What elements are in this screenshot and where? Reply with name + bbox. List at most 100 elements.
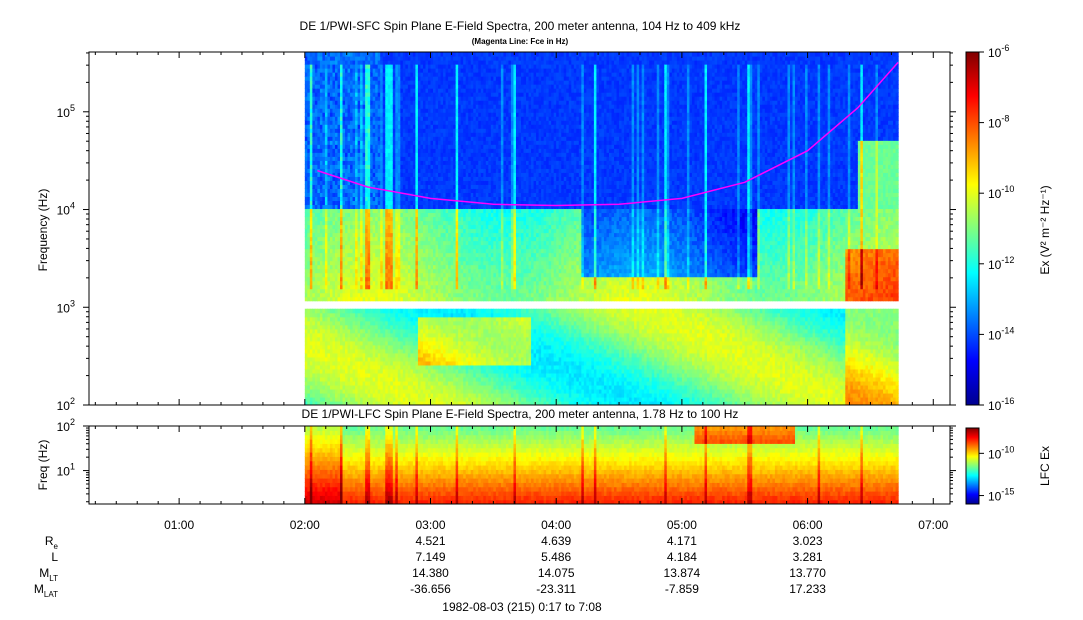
sfc-heatmap-cell	[329, 232, 334, 238]
sfc-heatmap-cell	[415, 272, 419, 278]
sfc-heatmap-cell	[435, 184, 439, 189]
sfc-heatmap-cell	[370, 320, 374, 326]
sfc-heatmap-cell	[342, 68, 346, 73]
sfc-heatmap-cell	[367, 128, 371, 133]
sfc-heatmap-cell	[377, 252, 381, 258]
sfc-heatmap-cell	[307, 60, 311, 65]
sfc-heatmap-cell	[337, 368, 341, 374]
sfc-heatmap-cell	[357, 112, 361, 117]
sfc-heatmap-cell	[392, 392, 396, 398]
sfc-heatmap-cell	[312, 104, 316, 109]
sfc-heatmap-cell	[425, 332, 429, 338]
sfc-heatmap-cell	[365, 352, 369, 358]
sfc-heatmap-cell	[438, 388, 442, 394]
sfc-heatmap-cell	[362, 256, 366, 262]
sfc-heatmap-cell	[357, 68, 361, 73]
sfc-heatmap-cell	[317, 152, 321, 157]
sfc-heatmap-cell	[372, 400, 376, 405]
sfc-heatmap-cell	[329, 308, 334, 314]
sfc-heatmap-cell	[345, 360, 349, 366]
sfc-heatmap-cell	[337, 280, 341, 286]
sfc-heatmap-cell	[410, 96, 414, 101]
sfc-heatmap-cell	[332, 108, 336, 113]
sfc-heatmap-cell	[405, 56, 409, 61]
sfc-heatmap-cell	[392, 284, 396, 290]
sfc-heatmap-cell	[355, 364, 359, 370]
sfc-heatmap-cell	[357, 64, 361, 69]
sfc-heatmap-cell	[412, 396, 417, 402]
sfc-heatmap-cell	[385, 352, 389, 358]
sfc-heatmap-cell	[365, 188, 369, 193]
sfc-heatmap-cell	[443, 244, 447, 250]
sfc-heatmap-cell	[438, 232, 442, 238]
sfc-heatmap-cell	[405, 68, 409, 73]
sfc-heatmap-cell	[417, 276, 422, 282]
sfc-heatmap-cell	[312, 128, 316, 133]
sfc-heatmap-cell	[347, 244, 351, 250]
sfc-heatmap-cell	[334, 108, 339, 113]
sfc-heatmap-cell	[337, 124, 341, 129]
sfc-heatmap-cell	[340, 348, 344, 354]
sfc-heatmap-cell	[390, 168, 394, 173]
sfc-heatmap-cell	[329, 268, 334, 274]
sfc-heatmap-cell	[355, 52, 359, 57]
sfc-heatmap-cell	[433, 52, 437, 57]
sfc-heatmap-cell	[385, 232, 389, 238]
sfc-heatmap-cell	[314, 340, 318, 346]
sfc-heatmap-cell	[405, 320, 409, 326]
sfc-heatmap-cell	[422, 268, 427, 274]
sfc-heatmap-cell	[400, 232, 404, 238]
sfc-heatmap-cell	[350, 172, 354, 177]
sfc-heatmap-cell	[327, 64, 331, 69]
sfc-heatmap-cell	[390, 84, 394, 89]
sfc-heatmap-cell	[400, 172, 404, 177]
sfc-heatmap-cell	[420, 292, 424, 298]
sfc-heatmap-cell	[357, 252, 361, 258]
sfc-heatmap-cell	[357, 152, 361, 157]
sfc-heatmap-cell	[400, 204, 404, 210]
sfc-heatmap-cell	[385, 252, 389, 258]
sfc-heatmap-cell	[400, 212, 404, 218]
sfc-heatmap-cell	[329, 324, 334, 330]
sfc-heatmap-cell	[405, 380, 409, 386]
sfc-heatmap-cell	[337, 136, 341, 141]
sfc-heatmap-cell	[345, 96, 349, 101]
sfc-heatmap-cell	[382, 344, 386, 350]
sfc-heatmap-cell	[372, 328, 376, 334]
sfc-heatmap-cell	[415, 288, 419, 294]
sfc-heatmap-cell	[430, 100, 434, 105]
sfc-heatmap-cell	[317, 280, 321, 286]
sfc-heatmap-cell	[367, 148, 371, 153]
sfc-heatmap-cell	[334, 332, 339, 338]
sfc-heatmap-cell	[407, 368, 411, 374]
sfc-heatmap-cell	[322, 136, 326, 141]
sfc-heatmap-cell	[345, 296, 349, 302]
sfc-heatmap-cell	[319, 316, 324, 322]
sfc-heatmap-cell	[428, 172, 432, 177]
sfc-heatmap-cell	[319, 196, 324, 202]
sfc-heatmap-cell	[312, 132, 316, 137]
sfc-heatmap-cell	[355, 176, 359, 181]
sfc-heatmap-cell	[309, 244, 313, 250]
sfc-heatmap-cell	[337, 196, 341, 202]
sfc-heatmap-cell	[433, 164, 437, 169]
sfc-heatmap-cell	[422, 100, 427, 105]
sfc-heatmap-cell	[425, 264, 429, 270]
sfc-heatmap-cell	[314, 112, 318, 117]
sfc-heatmap-cell	[410, 384, 414, 390]
sfc-heatmap-cell	[405, 308, 409, 314]
sfc-heatmap-cell	[438, 364, 442, 370]
sfc-heatmap-cell	[405, 396, 409, 402]
sfc-heatmap-cell	[387, 268, 391, 274]
sfc-heatmap-cell	[402, 224, 406, 230]
sfc-heatmap-cell	[407, 336, 411, 342]
sfc-heatmap-cell	[420, 252, 424, 258]
sfc-heatmap-cell	[392, 176, 396, 181]
sfc-heatmap-cell	[385, 292, 389, 298]
sfc-heatmap-cell	[362, 280, 366, 286]
sfc-heatmap-cell	[407, 148, 411, 153]
sfc-heatmap-cell	[370, 244, 374, 250]
sfc-heatmap-cell	[380, 332, 384, 338]
sfc-heatmap-cell	[405, 156, 409, 161]
sfc-heatmap-cell	[438, 396, 442, 402]
